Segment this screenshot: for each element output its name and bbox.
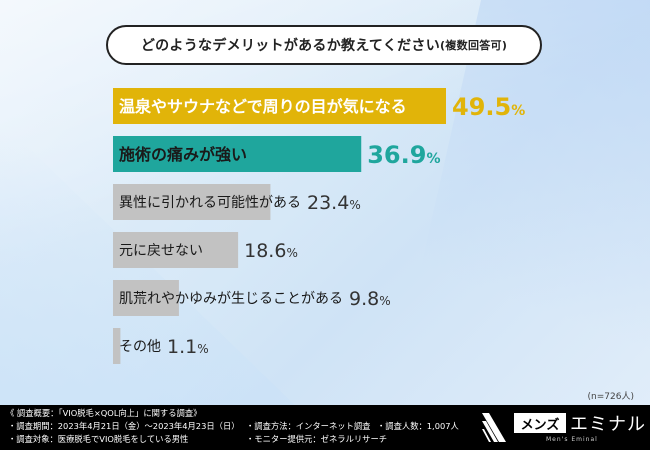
survey-period: ・調査期間：2023年4月21日（金）〜2023年4月23日（日） (8, 421, 240, 431)
survey-provider: ・モニター提供元：ゼネラルリサーチ (246, 434, 388, 444)
logo-mens: メンズ (514, 413, 566, 433)
bar (113, 88, 446, 124)
survey-footer: 《 調査概要：「VIO脱毛×QOL向上」に関する調査》 ・調査期間：2023年4… (0, 405, 650, 450)
bar-category-label: 温泉やサウナなどで周りの目が気になる (118, 97, 407, 116)
survey-method: ・調査方法：インターネット調査 (246, 421, 371, 431)
survey-target: ・調査対象：医療脱毛でVIO脱毛をしている男性 (8, 434, 189, 444)
survey-respondents: ・調査人数：1,007人 (377, 421, 459, 431)
logo-mark-icon (482, 413, 506, 442)
chart-title-text: どのようなデメリットがあるか教えてください (140, 38, 441, 54)
survey-heading: 《 調査概要：「VIO脱毛×QOL向上」に関する調査》 (6, 408, 202, 418)
bar (113, 184, 271, 220)
bar (113, 280, 179, 316)
logo-eminal: エミナル (570, 414, 646, 435)
sample-size: (n=726人) (587, 392, 634, 402)
bar-category-label: その他 (119, 339, 161, 355)
bar-value-label: 36.9% (367, 141, 440, 169)
chart-title: どのようなデメリットがあるか教えてください (複数回答可) (106, 25, 542, 65)
logo-subtitle: Men's Eminal (546, 436, 598, 443)
bar-value-label: 49.5% (452, 93, 525, 121)
mens-eminal-logo: メンズ エミナル Men's Eminal (480, 409, 646, 446)
bar (113, 328, 121, 364)
bar-value-label: 1.1% (167, 336, 209, 358)
bar-category-label: 肌荒れやかゆみが生じることがある (119, 291, 343, 307)
bar (113, 232, 239, 268)
bar-category-label: 元に戻せない (119, 243, 203, 259)
bar-value-label: 18.6% (244, 240, 298, 262)
bar-value-label: 23.4% (307, 192, 361, 214)
bar-value-label: 9.8% (349, 288, 391, 310)
bar (113, 136, 362, 172)
chart-title-note: (複数回答可) (440, 39, 508, 52)
bar-category-label: 施術の痛みが強い (119, 145, 247, 164)
bar-chart: 温泉やサウナなどで周りの目が気になる 49.5% 施術の痛みが強い 36.9% 異性に引… (113, 88, 525, 364)
bar-category-label: 異性に引かれる可能性がある (119, 195, 301, 211)
